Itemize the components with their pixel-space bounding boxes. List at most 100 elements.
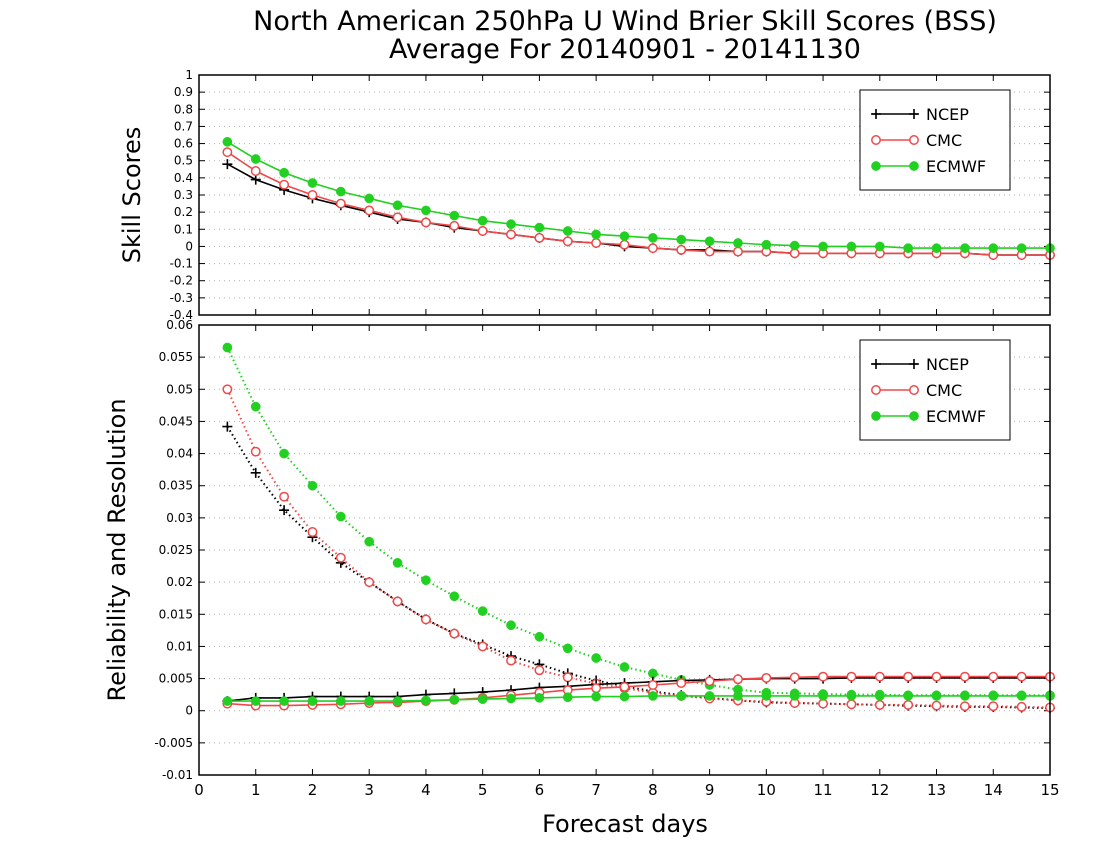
filled-circle-marker [988, 691, 999, 701]
open-circle-marker [704, 676, 715, 687]
filled-circle-marker [874, 241, 885, 252]
panel-top: -0.4 -0.3 -0.2 -0.1 0 0.1 0.2 0.3 0.4 0.5 0.6 0.7 0.… [118, 68, 1055, 322]
open-circle-marker [733, 246, 743, 257]
filled-circle-marker [335, 511, 346, 522]
open-circle-marker [279, 179, 290, 190]
y-tick-label: 0.045 [159, 414, 193, 428]
filled-circle-marker [909, 411, 919, 421]
filled-circle-marker [960, 691, 970, 701]
legend: NCEP CMC ECMWF [859, 89, 1011, 191]
filled-circle-marker [619, 691, 630, 702]
filled-circle-marker [704, 691, 715, 701]
plot-area: -0.4 -0.3 -0.2 -0.1 0 0.1 0.2 0.3 0.4 0.5 0.6 0.7 0.… [103, 68, 1060, 799]
open-circle-marker [931, 700, 942, 711]
filled-circle-marker [335, 696, 346, 706]
open-circle-marker [307, 527, 318, 537]
filled-circle-marker [506, 693, 516, 704]
open-circle-marker [1016, 701, 1027, 712]
filled-circle-marker [648, 691, 658, 701]
open-circle-marker [871, 385, 881, 395]
plus-marker [250, 467, 261, 478]
open-circle-marker [818, 671, 829, 682]
open-circle-marker [761, 672, 772, 683]
open-circle-marker [1016, 671, 1027, 682]
y-tick-label: 0.05 [166, 382, 193, 396]
filled-circle-marker [648, 233, 658, 243]
open-circle-marker [364, 577, 375, 588]
series-ncep-dotted [222, 421, 1055, 714]
filled-circle-marker [449, 694, 460, 705]
legend-label: NCEP [926, 105, 969, 124]
filled-circle-marker [534, 222, 545, 233]
x-tick-label: 1 [251, 781, 261, 799]
open-circle-marker [222, 147, 233, 158]
filled-circle-marker [307, 696, 318, 706]
y-tick-label: -0.4 [170, 308, 193, 322]
x-tick-label: 11 [814, 781, 833, 799]
y-tick-label: 0 [185, 704, 193, 718]
filled-circle-marker [421, 205, 431, 216]
filled-circle-marker [871, 411, 881, 421]
open-circle-marker [477, 641, 488, 652]
open-circle-marker [676, 678, 687, 689]
series-ecmwf [222, 137, 1055, 253]
open-circle-marker [477, 226, 488, 236]
filled-circle-marker [534, 693, 545, 703]
open-circle-marker [959, 671, 970, 682]
y-tick-label: -0.1 [170, 257, 193, 271]
x-tick-label: 14 [984, 781, 1003, 799]
open-circle-marker [534, 665, 545, 676]
y-tick-label: 0.1 [174, 222, 193, 236]
filled-circle-marker [591, 691, 601, 702]
open-circle-marker [534, 232, 545, 243]
y-tick-label: -0.2 [170, 274, 193, 288]
open-circle-marker [392, 596, 403, 607]
open-circle-marker [562, 236, 573, 247]
open-circle-marker [335, 198, 346, 209]
y-tick-label: 0.7 [174, 119, 193, 133]
x-tick-label: 7 [591, 781, 601, 799]
filled-circle-marker [477, 215, 488, 226]
plus-marker [279, 505, 290, 516]
open-circle-marker [647, 243, 658, 254]
legend-label: CMC [926, 131, 962, 150]
open-circle-marker [931, 671, 942, 682]
plus-marker [871, 109, 881, 119]
open-circle-marker [364, 205, 375, 216]
filled-circle-marker [307, 480, 318, 491]
open-circle-marker [874, 699, 885, 710]
open-circle-marker [647, 680, 658, 690]
open-circle-marker [335, 552, 346, 563]
filled-circle-marker [364, 193, 375, 204]
y-tick-label: 0.06 [166, 318, 193, 332]
open-circle-marker [250, 166, 261, 176]
open-circle-marker [279, 491, 290, 502]
open-circle-marker [704, 246, 715, 257]
plus-marker [909, 359, 919, 369]
filled-circle-marker [421, 695, 431, 706]
filled-circle-marker [874, 691, 885, 701]
filled-circle-marker [619, 231, 630, 241]
filled-circle-marker [903, 691, 914, 701]
filled-circle-marker [279, 696, 289, 706]
y-tick-label: 0.015 [159, 607, 193, 621]
x-tick-label: 8 [648, 781, 658, 799]
legend-label: NCEP [926, 355, 969, 374]
plus-marker [222, 159, 233, 170]
filled-circle-marker [909, 161, 919, 171]
y-tick-label: 0.02 [166, 575, 193, 589]
filled-circle-marker [449, 591, 460, 602]
open-circle-marker [903, 671, 914, 682]
filled-circle-marker [846, 691, 857, 701]
filled-circle-marker [733, 238, 743, 248]
filled-circle-marker [250, 154, 261, 164]
filled-circle-marker [506, 219, 516, 229]
filled-circle-marker [364, 536, 375, 547]
open-circle-marker [903, 699, 914, 710]
y-tick-label: 0.035 [159, 479, 193, 493]
legend-label: ECMWF [926, 407, 986, 426]
y-tick-label: 0 [185, 239, 193, 253]
plot-frame [198, 324, 1051, 776]
x-tick-label: 5 [478, 781, 488, 799]
filled-circle-marker [562, 643, 573, 654]
